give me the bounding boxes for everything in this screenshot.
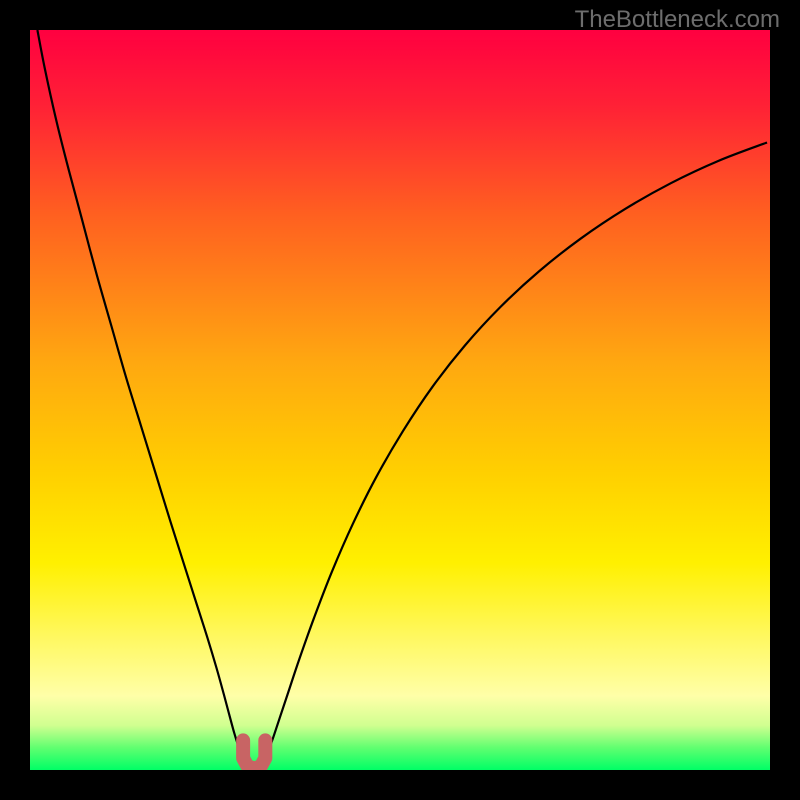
plot-area [30, 30, 770, 770]
chart-frame: TheBottleneck.com [0, 0, 800, 800]
gradient-background [30, 30, 770, 770]
bottleneck-curve-chart [30, 30, 770, 770]
